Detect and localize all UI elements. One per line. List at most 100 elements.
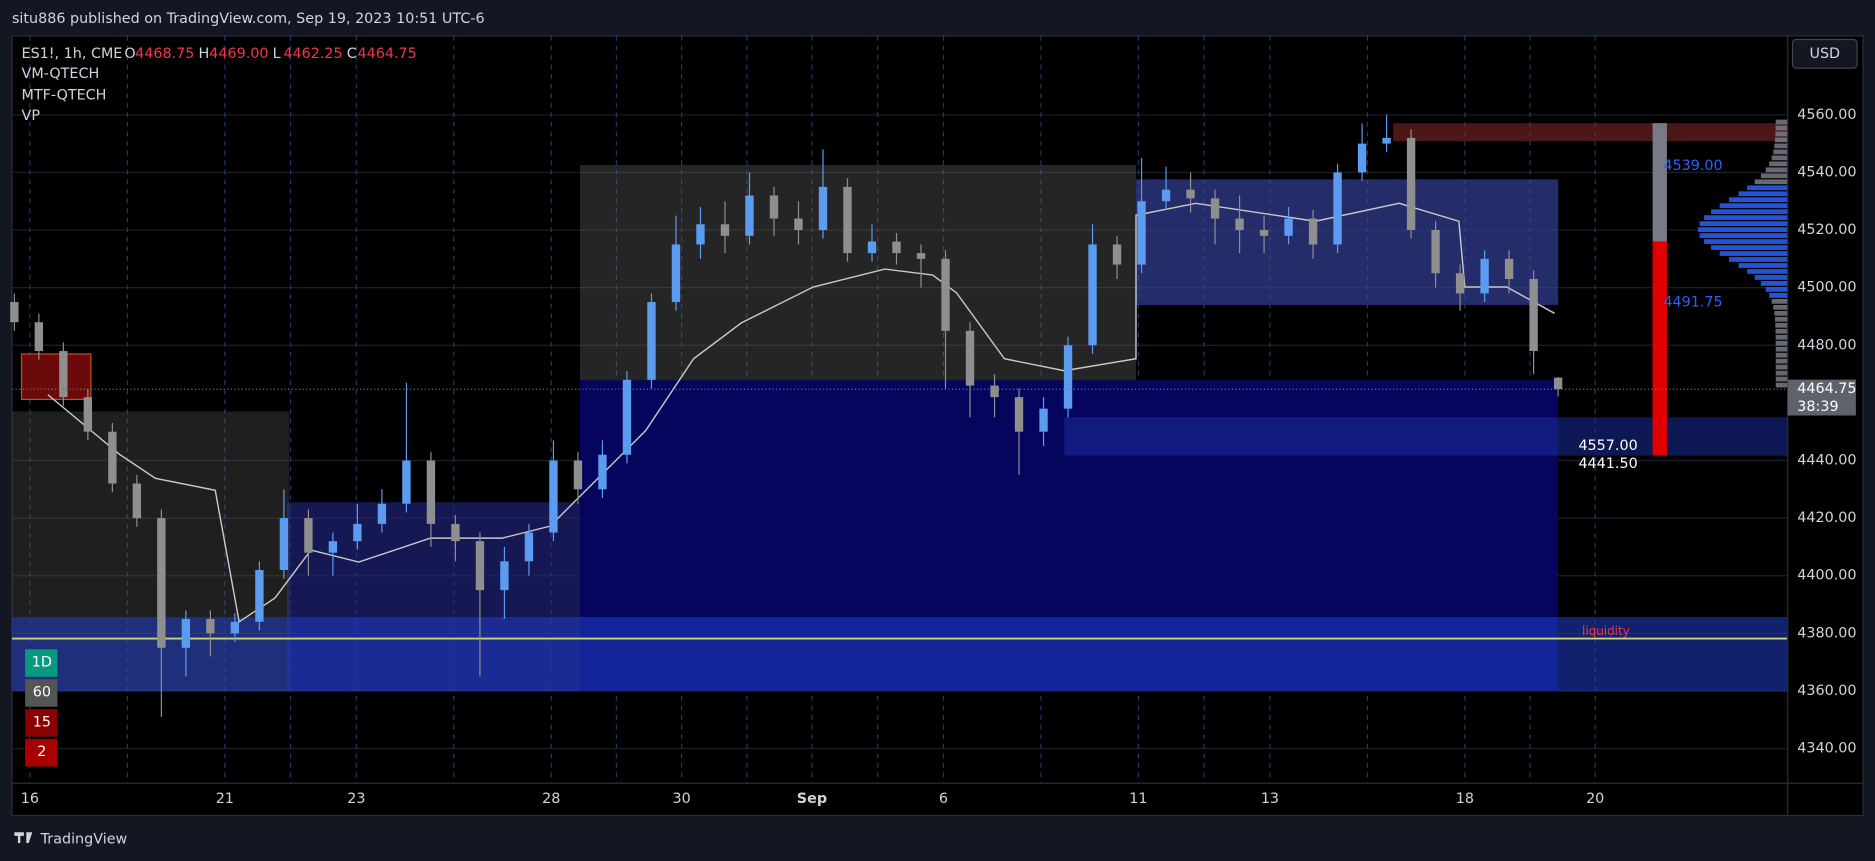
candle-body — [867, 241, 877, 254]
profile-bar — [1775, 125, 1788, 131]
timeframe[interactable]: 15 — [33, 714, 51, 730]
timeframe[interactable]: 2 — [37, 744, 46, 760]
candle-body — [83, 397, 93, 432]
profile-bar — [1775, 370, 1788, 376]
profile-bar — [1775, 322, 1788, 328]
profile-bar — [1775, 131, 1788, 137]
candle-body — [1014, 397, 1024, 432]
profile-bar — [1699, 221, 1788, 227]
ohlc-key: O — [124, 46, 135, 62]
ohlc-value: 4462.25 — [283, 46, 342, 62]
range-box — [579, 165, 1137, 381]
timeframe-button[interactable] — [25, 679, 58, 707]
profile-bar — [1711, 209, 1788, 215]
candle-body — [1431, 230, 1440, 274]
profile-bar — [1774, 137, 1788, 143]
profile-bar — [1719, 203, 1788, 209]
candle-body — [230, 621, 240, 634]
candle-body — [1161, 189, 1171, 202]
profile-bar — [1775, 340, 1788, 346]
annotation: 4491.75 — [1663, 295, 1722, 311]
timeframe-button[interactable] — [25, 649, 58, 677]
profile-bar — [1775, 382, 1788, 388]
candle-body — [59, 351, 68, 398]
range-bar — [1652, 241, 1667, 456]
candle-body — [304, 518, 313, 553]
currency-button[interactable] — [1791, 38, 1858, 69]
candle-body — [181, 618, 191, 648]
candle-body — [1382, 137, 1391, 144]
time-label: 18 — [1456, 791, 1474, 807]
candle-body — [1284, 218, 1293, 236]
ohlc-value: 4469.00 — [209, 46, 268, 62]
time-label: 20 — [1586, 791, 1604, 807]
price-tick-label: 4440.00 — [1797, 453, 1856, 469]
price-tick-label: 4560.00 — [1797, 107, 1856, 123]
profile-bar — [1775, 358, 1788, 364]
candle-body — [990, 385, 999, 398]
candles — [10, 114, 1563, 717]
candle-body — [720, 224, 730, 236]
timeframe[interactable]: 1D — [32, 654, 52, 670]
profile-bar — [1775, 346, 1788, 352]
annotation: 4441.50 — [1578, 456, 1637, 472]
range-bar — [1652, 123, 1667, 242]
profile-bar — [1771, 298, 1788, 304]
candle-body — [255, 569, 264, 622]
last-price: 4464.75 — [1797, 381, 1856, 397]
profile-bar — [1771, 155, 1788, 161]
price-tick-label: 4360.00 — [1797, 683, 1856, 699]
candle-body — [598, 454, 607, 490]
profile-bar — [1765, 287, 1788, 292]
profile-bar — [1711, 245, 1788, 250]
value-area — [1136, 179, 1559, 305]
annotation: 4539.00 — [1663, 158, 1722, 174]
time-label: 21 — [216, 791, 234, 807]
profile-bar — [1773, 149, 1788, 155]
candle-body — [549, 460, 558, 533]
candle-body — [941, 258, 950, 331]
candle-body — [1259, 230, 1269, 236]
candle-body — [402, 460, 411, 504]
publisher: situ886 published on TradingView.com, Se… — [12, 11, 485, 27]
candle-body — [794, 218, 803, 231]
liquidity-zone — [11, 617, 1788, 692]
price-tick-label: 4400.00 — [1797, 568, 1856, 584]
profile-bar — [1754, 275, 1788, 280]
price-tick-label: 4480.00 — [1797, 337, 1856, 353]
candle-body — [671, 244, 681, 303]
price-tick-label: 4520.00 — [1797, 222, 1856, 238]
candle-body — [34, 322, 44, 352]
supply-zone — [1393, 123, 1788, 142]
profile-bar — [1760, 173, 1788, 179]
candle-body — [1455, 273, 1465, 294]
candle-body — [818, 186, 828, 231]
candle-body — [1504, 258, 1514, 280]
candle-body — [916, 253, 926, 259]
candle-body — [1186, 189, 1195, 199]
timeframe-button[interactable] — [25, 709, 58, 737]
time-label: 11 — [1129, 791, 1147, 807]
timeframe[interactable]: 60 — [33, 684, 51, 700]
ohlc-value: 4468.75 — [135, 46, 194, 62]
profile-bar — [1704, 215, 1788, 221]
candle-body — [1480, 258, 1489, 294]
profile-bar — [1774, 143, 1788, 149]
candle-body — [647, 302, 656, 380]
profile-bar — [1704, 239, 1788, 244]
profile-bar — [1775, 376, 1788, 382]
price-tick-label: 4340.00 — [1797, 741, 1856, 757]
ohlc-key: H — [199, 46, 210, 62]
last-price-box — [1787, 379, 1856, 416]
vwap-line — [47, 202, 1555, 624]
candle-body — [377, 503, 387, 524]
profile-bar — [1698, 227, 1788, 232]
time-label: 16 — [21, 791, 39, 807]
candle-body — [892, 241, 901, 254]
countdown: 38:39 — [1797, 399, 1838, 415]
profile-bar — [1775, 352, 1788, 358]
currency[interactable]: USD — [1809, 46, 1840, 62]
timeframe-button[interactable] — [25, 739, 58, 767]
